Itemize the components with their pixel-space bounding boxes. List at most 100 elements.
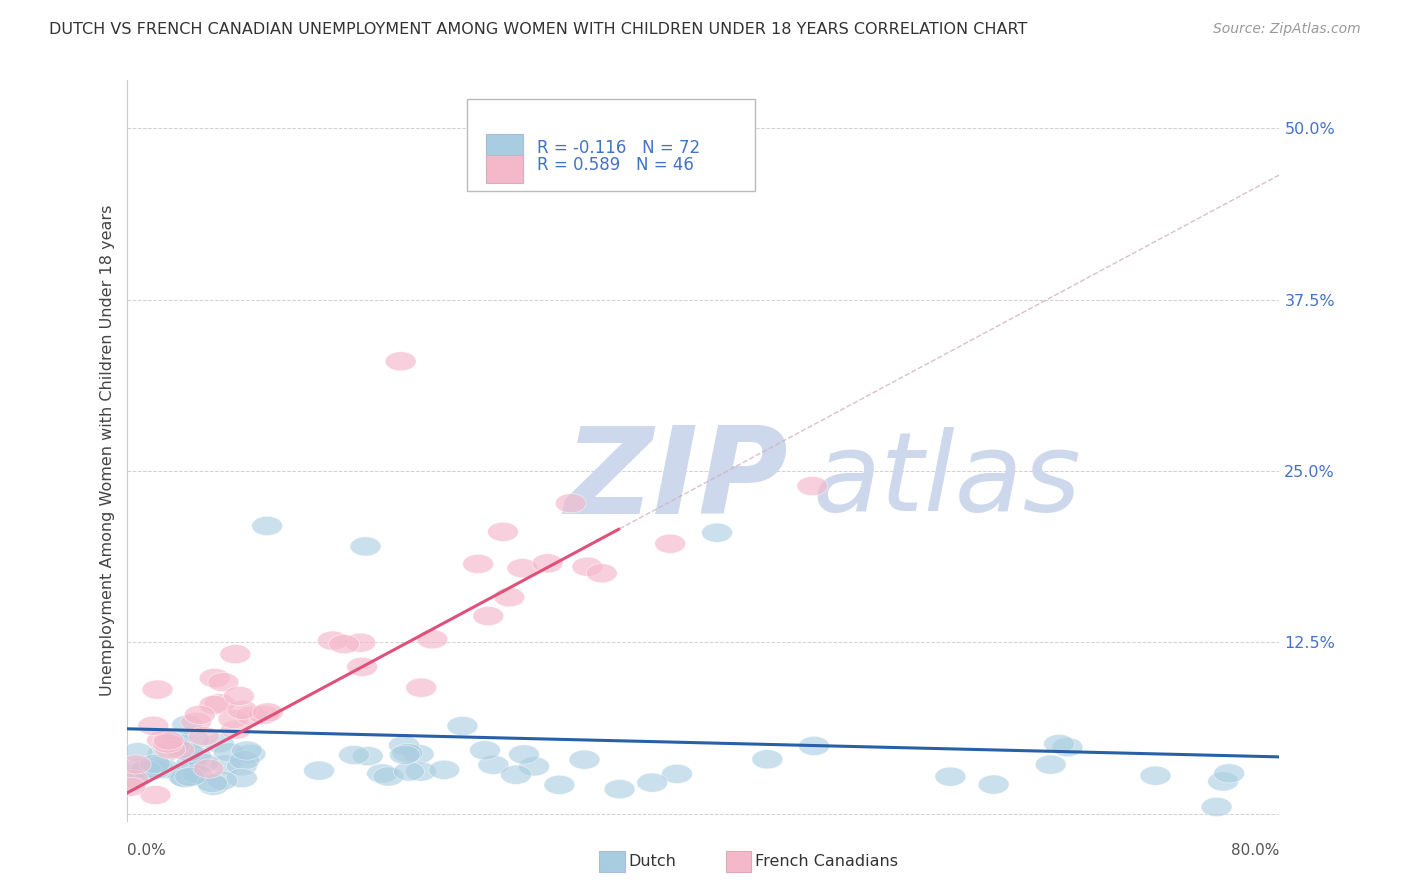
- Ellipse shape: [160, 737, 191, 756]
- Ellipse shape: [569, 750, 600, 769]
- Ellipse shape: [508, 558, 538, 578]
- Ellipse shape: [1201, 797, 1232, 816]
- Ellipse shape: [637, 773, 668, 792]
- Ellipse shape: [226, 700, 257, 720]
- Ellipse shape: [224, 686, 254, 706]
- Ellipse shape: [235, 745, 266, 764]
- Ellipse shape: [350, 537, 381, 556]
- Ellipse shape: [799, 737, 830, 756]
- Ellipse shape: [392, 743, 423, 763]
- Ellipse shape: [211, 755, 242, 774]
- Ellipse shape: [131, 760, 162, 779]
- Ellipse shape: [329, 634, 360, 654]
- Ellipse shape: [138, 716, 169, 735]
- Ellipse shape: [979, 775, 1010, 794]
- Ellipse shape: [173, 742, 204, 762]
- Ellipse shape: [141, 785, 172, 805]
- Ellipse shape: [176, 754, 207, 773]
- Ellipse shape: [188, 727, 219, 746]
- Text: Dutch: Dutch: [628, 854, 676, 869]
- Ellipse shape: [353, 747, 384, 765]
- Ellipse shape: [1140, 766, 1171, 785]
- Ellipse shape: [347, 657, 378, 676]
- Ellipse shape: [394, 762, 425, 781]
- Ellipse shape: [406, 678, 437, 698]
- Ellipse shape: [586, 564, 617, 582]
- Ellipse shape: [204, 733, 235, 753]
- Text: 0.0%: 0.0%: [127, 843, 166, 858]
- Ellipse shape: [388, 736, 419, 755]
- Ellipse shape: [118, 770, 149, 789]
- Ellipse shape: [655, 534, 686, 553]
- Ellipse shape: [252, 516, 283, 535]
- Ellipse shape: [494, 588, 524, 607]
- Ellipse shape: [702, 523, 733, 542]
- Ellipse shape: [172, 715, 202, 734]
- Ellipse shape: [389, 746, 420, 764]
- Ellipse shape: [179, 730, 209, 749]
- Ellipse shape: [447, 716, 478, 736]
- Ellipse shape: [174, 767, 205, 787]
- Ellipse shape: [463, 554, 494, 574]
- Ellipse shape: [181, 712, 212, 731]
- Ellipse shape: [797, 476, 828, 496]
- Ellipse shape: [429, 760, 460, 780]
- Ellipse shape: [252, 703, 283, 722]
- Ellipse shape: [1213, 764, 1244, 783]
- Ellipse shape: [121, 755, 152, 774]
- Ellipse shape: [124, 764, 155, 782]
- Ellipse shape: [501, 765, 531, 784]
- FancyBboxPatch shape: [467, 99, 755, 191]
- Ellipse shape: [367, 764, 398, 783]
- Ellipse shape: [555, 493, 586, 513]
- Ellipse shape: [163, 740, 194, 759]
- Ellipse shape: [318, 631, 349, 650]
- Ellipse shape: [122, 759, 153, 778]
- Ellipse shape: [141, 760, 172, 779]
- Text: atlas: atlas: [813, 426, 1081, 533]
- Ellipse shape: [198, 695, 229, 714]
- Ellipse shape: [1208, 772, 1239, 791]
- Ellipse shape: [198, 776, 229, 796]
- Ellipse shape: [148, 745, 179, 764]
- Ellipse shape: [531, 554, 562, 573]
- Ellipse shape: [226, 769, 257, 788]
- Ellipse shape: [200, 668, 231, 688]
- Ellipse shape: [193, 759, 224, 778]
- Ellipse shape: [162, 731, 193, 751]
- FancyBboxPatch shape: [725, 851, 751, 871]
- Ellipse shape: [519, 756, 550, 776]
- Ellipse shape: [249, 706, 280, 724]
- Ellipse shape: [304, 761, 335, 780]
- Ellipse shape: [232, 741, 263, 760]
- FancyBboxPatch shape: [486, 134, 523, 162]
- Ellipse shape: [142, 680, 173, 699]
- Ellipse shape: [405, 762, 436, 781]
- Text: R = 0.589   N = 46: R = 0.589 N = 46: [537, 156, 693, 174]
- Y-axis label: Unemployment Among Women with Children Under 18 years: Unemployment Among Women with Children U…: [100, 205, 115, 696]
- Text: ZIP: ZIP: [565, 422, 789, 539]
- Ellipse shape: [470, 740, 501, 760]
- Text: R = -0.116   N = 72: R = -0.116 N = 72: [537, 139, 700, 157]
- Text: 80.0%: 80.0%: [1232, 843, 1279, 858]
- Ellipse shape: [155, 739, 186, 759]
- FancyBboxPatch shape: [599, 851, 624, 871]
- Ellipse shape: [373, 767, 404, 786]
- Ellipse shape: [142, 756, 173, 776]
- Ellipse shape: [188, 754, 219, 772]
- Ellipse shape: [344, 633, 375, 652]
- Ellipse shape: [572, 558, 603, 576]
- Ellipse shape: [404, 745, 434, 764]
- Ellipse shape: [662, 764, 693, 783]
- Ellipse shape: [146, 731, 177, 750]
- Ellipse shape: [385, 351, 416, 371]
- Ellipse shape: [207, 771, 238, 790]
- Ellipse shape: [752, 749, 783, 769]
- Ellipse shape: [184, 706, 215, 724]
- Text: DUTCH VS FRENCH CANADIAN UNEMPLOYMENT AMONG WOMEN WITH CHILDREN UNDER 18 YEARS C: DUTCH VS FRENCH CANADIAN UNEMPLOYMENT AM…: [49, 22, 1028, 37]
- Ellipse shape: [181, 764, 212, 784]
- Ellipse shape: [339, 746, 370, 764]
- Ellipse shape: [935, 767, 966, 786]
- Ellipse shape: [509, 745, 540, 764]
- Ellipse shape: [169, 767, 200, 787]
